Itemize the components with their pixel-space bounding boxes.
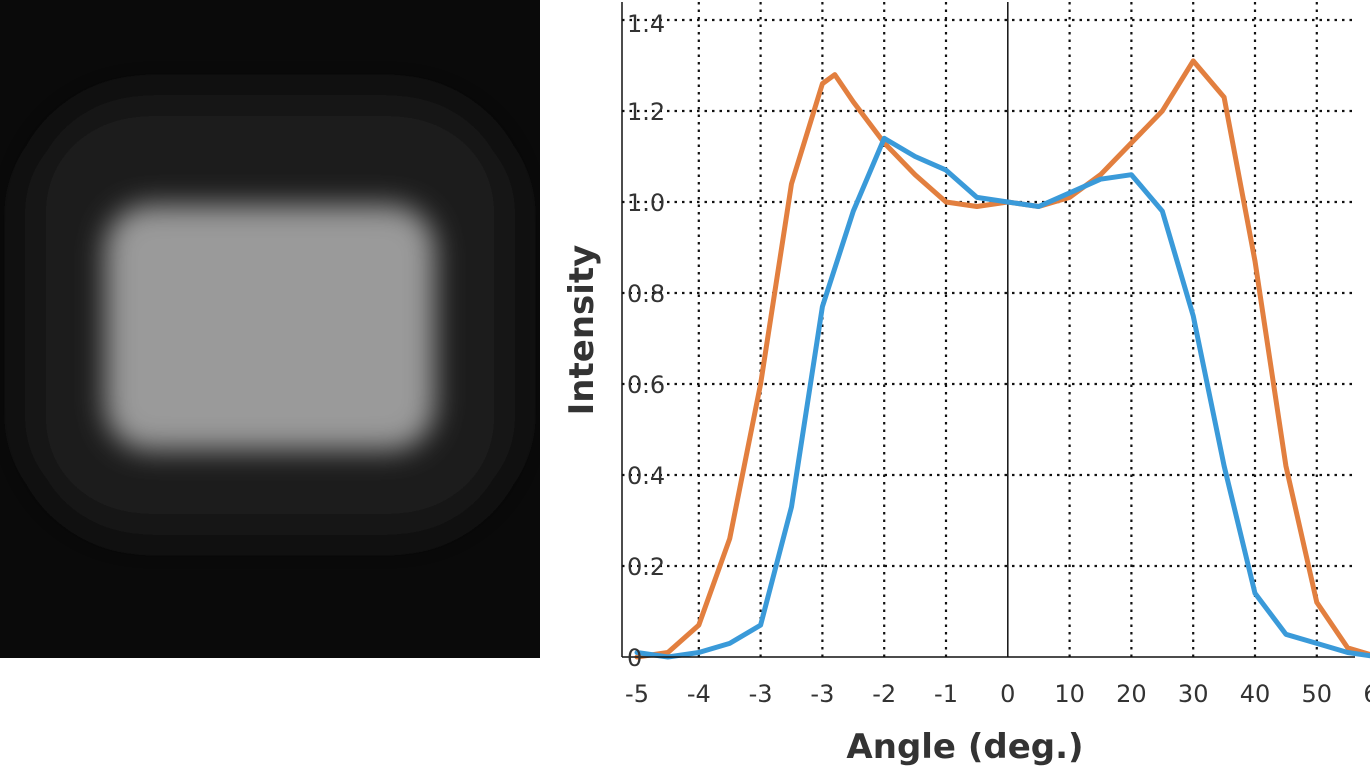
x-tick-label: 20 [1116, 680, 1147, 708]
x-tick-label: 10 [1054, 680, 1085, 708]
y-tick-label: 1.2 [627, 98, 665, 126]
series-lines [634, 58, 1370, 660]
x-axis-title: Angle (deg.) [846, 727, 1083, 767]
beam-profile-image [0, 0, 540, 658]
x-tick-label: -3 [810, 680, 834, 708]
y-axis-title: Intensity [562, 245, 602, 416]
grid-lines [622, 2, 1355, 657]
series-line-2 [634, 135, 1370, 660]
series-line-1 [634, 58, 1370, 660]
y-tick-label: 0.6 [627, 371, 665, 399]
x-tick-label: -3 [749, 680, 773, 708]
x-tick-label: 50 [1302, 680, 1333, 708]
y-tick-label: 0 [627, 644, 642, 672]
y-tick-label: 1.0 [627, 189, 665, 217]
x-tick-label: -4 [687, 680, 711, 708]
x-tick-label: -1 [934, 680, 958, 708]
y-tick-label: 0.4 [627, 462, 665, 490]
x-tick-label: -2 [872, 680, 896, 708]
x-tick-label: 60 [1363, 680, 1370, 708]
beam-spot [105, 205, 435, 450]
x-tick-label: 40 [1240, 680, 1271, 708]
y-tick-label: 1.4 [627, 10, 665, 38]
x-tick-label: 30 [1178, 680, 1209, 708]
y-tick-label: 0.2 [627, 553, 665, 581]
x-tick-label: 0 [1000, 680, 1015, 708]
plot-frame [621, 2, 1355, 658]
y-tick-label: 0.8 [627, 280, 665, 308]
tick-labels: -5 -4 -3 -3 -2 -1 0 10 20 30 40 50 60 0 0.2 0.4 0.6 0.8 1.… [625, 10, 1370, 708]
x-tick-label: -5 [625, 680, 649, 708]
